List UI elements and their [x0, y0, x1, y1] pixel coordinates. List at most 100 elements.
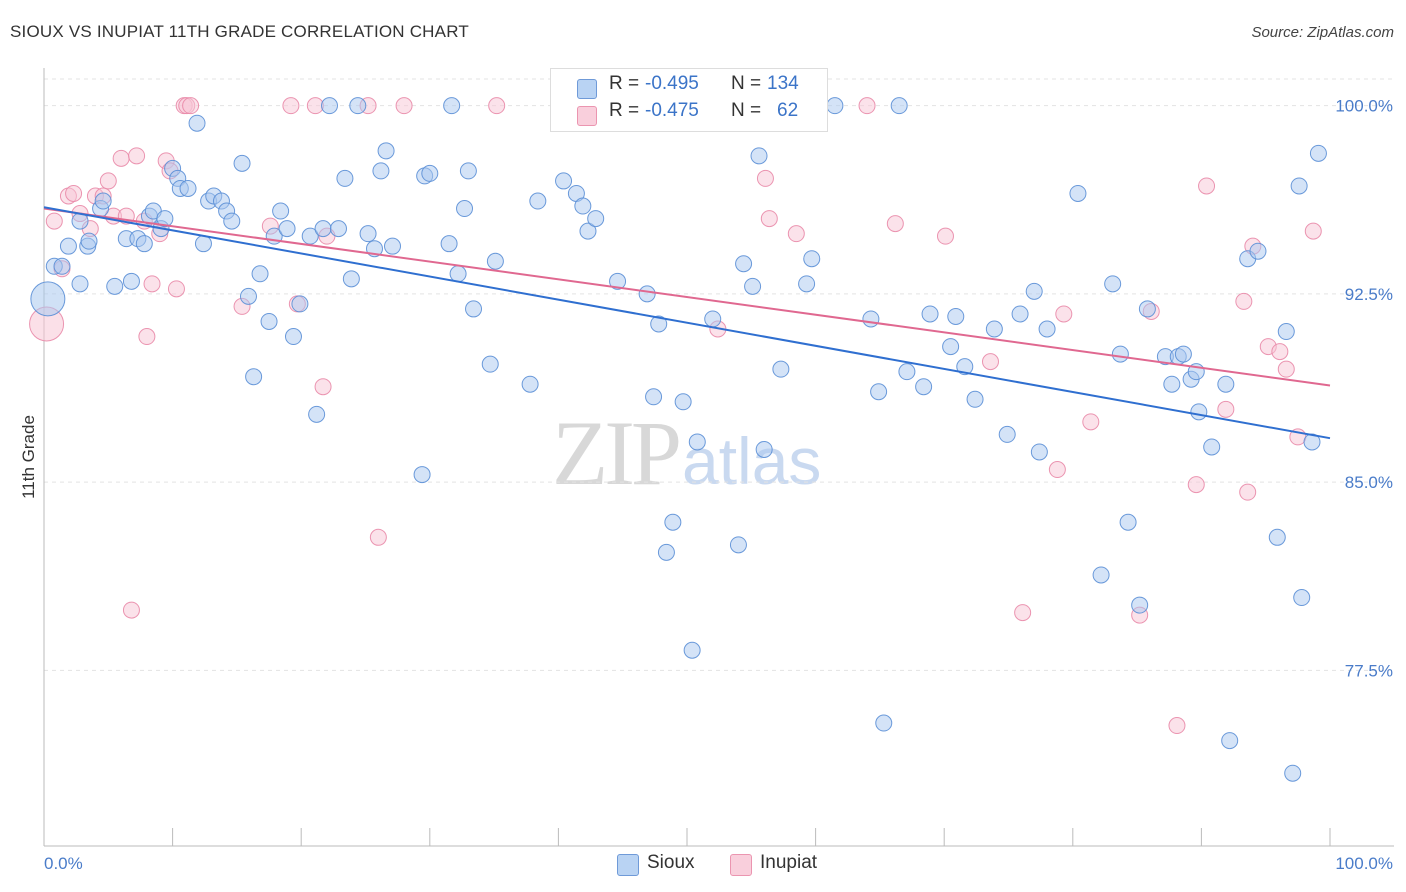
inupiat-point [1271, 343, 1289, 361]
sioux-point [1268, 528, 1286, 546]
sioux-point [413, 466, 431, 484]
sioux-point [320, 97, 338, 115]
inupiat-point [936, 227, 954, 245]
y-tick-label: 85.0% [1345, 473, 1393, 492]
sioux-point [329, 220, 347, 238]
sioux-point [194, 235, 212, 253]
inupiat-point [1168, 717, 1186, 735]
sioux-point [1025, 282, 1043, 300]
sioux-point [372, 162, 390, 180]
sioux-point [71, 275, 89, 293]
sioux-point [179, 179, 197, 197]
sioux-point [966, 390, 984, 408]
legend-n-value: 62 [777, 100, 799, 121]
inupiat-point [282, 97, 300, 115]
chart-title: SIOUX VS INUPIAT 11TH GRADE CORRELATION … [10, 22, 469, 41]
inupiat-point [1187, 476, 1205, 494]
sioux-point [1249, 242, 1267, 260]
y-tick-label: 77.5% [1345, 661, 1393, 680]
inupiat-point [787, 225, 805, 243]
inupiat-point [1217, 400, 1235, 418]
sioux-point [308, 405, 326, 423]
axes [43, 68, 1394, 847]
sioux-point [772, 360, 790, 378]
sioux-point [359, 225, 377, 243]
sioux-point [1293, 589, 1311, 607]
sioux-point [135, 235, 153, 253]
sioux-point [245, 368, 263, 386]
sioux-point [1131, 596, 1149, 614]
axis-ticks [172, 828, 1331, 846]
sioux-point [384, 237, 402, 255]
sioux-point [729, 536, 747, 554]
x-tick-label: 0.0% [44, 854, 83, 873]
inupiat-point [488, 97, 506, 115]
sioux-point [1104, 275, 1122, 293]
inupiat-point [167, 280, 185, 298]
sioux-point [1038, 320, 1056, 338]
sioux-point [1011, 305, 1029, 323]
y-tick-label: 100.0% [1335, 97, 1393, 116]
sioux-point [688, 433, 706, 451]
sioux-point [456, 200, 474, 218]
inupiat-point [1198, 177, 1216, 195]
sioux-point [587, 210, 605, 228]
sioux-point [947, 307, 965, 325]
sioux-point [1284, 764, 1302, 782]
inupiat-point [182, 97, 200, 115]
sioux-point [1138, 300, 1156, 318]
watermark-zip: ZIP [552, 402, 682, 504]
legend-swatch-sioux [577, 79, 597, 99]
legend-swatch-inupiat [577, 106, 597, 126]
sioux-point [870, 383, 888, 401]
legend-r-value: -0.495 [645, 73, 699, 94]
watermark: ZIPatlas [552, 400, 821, 506]
legend-r-label: R = [609, 100, 645, 121]
sioux-point [301, 227, 319, 245]
sioux-point [521, 375, 539, 393]
sioux-point [377, 142, 395, 160]
sioux-point [1163, 375, 1181, 393]
bottom-legend-label-sioux: Sioux [647, 852, 695, 873]
sioux-point [826, 97, 844, 115]
inupiat-point [1239, 483, 1257, 501]
sioux-point [650, 315, 668, 333]
sioux-point [998, 425, 1016, 443]
inupiat-point [112, 149, 130, 167]
inupiat-point [45, 212, 63, 230]
sioux-point [80, 232, 98, 250]
sioux-point [985, 320, 1003, 338]
sioux-point [481, 355, 499, 373]
inupiat-point [760, 210, 778, 228]
sioux-point [921, 305, 939, 323]
bottom-legend-swatch-inupiat [730, 854, 752, 876]
sioux-point [1309, 144, 1327, 162]
sioux-point [862, 310, 880, 328]
inupiat-points [29, 97, 1322, 735]
x-tick-label: 100.0% [1335, 854, 1393, 873]
sioux-point [638, 285, 656, 303]
sioux-point [956, 358, 974, 376]
inupiat-point [756, 169, 774, 187]
inupiat-point [1277, 360, 1295, 378]
sioux-point [735, 255, 753, 273]
legend-n-label: N = [731, 73, 767, 94]
sioux-point [942, 338, 960, 356]
sioux-point [750, 147, 768, 165]
sioux-point [683, 641, 701, 659]
inupiat-trend-line [43, 207, 1331, 387]
legend-n-value: 134 [767, 73, 799, 94]
sioux-point [272, 202, 290, 220]
sioux-point [555, 172, 573, 190]
sioux-point [59, 237, 77, 255]
sioux-point [915, 378, 933, 396]
sioux-point [443, 97, 461, 115]
sioux-point [1217, 375, 1235, 393]
sioux-point [336, 169, 354, 187]
sioux-point [1290, 177, 1308, 195]
bottom-legend-swatch-sioux [617, 854, 639, 876]
sioux-point [284, 328, 302, 346]
sioux-point [645, 388, 663, 406]
sioux-point [342, 270, 360, 288]
sioux-point [803, 250, 821, 268]
